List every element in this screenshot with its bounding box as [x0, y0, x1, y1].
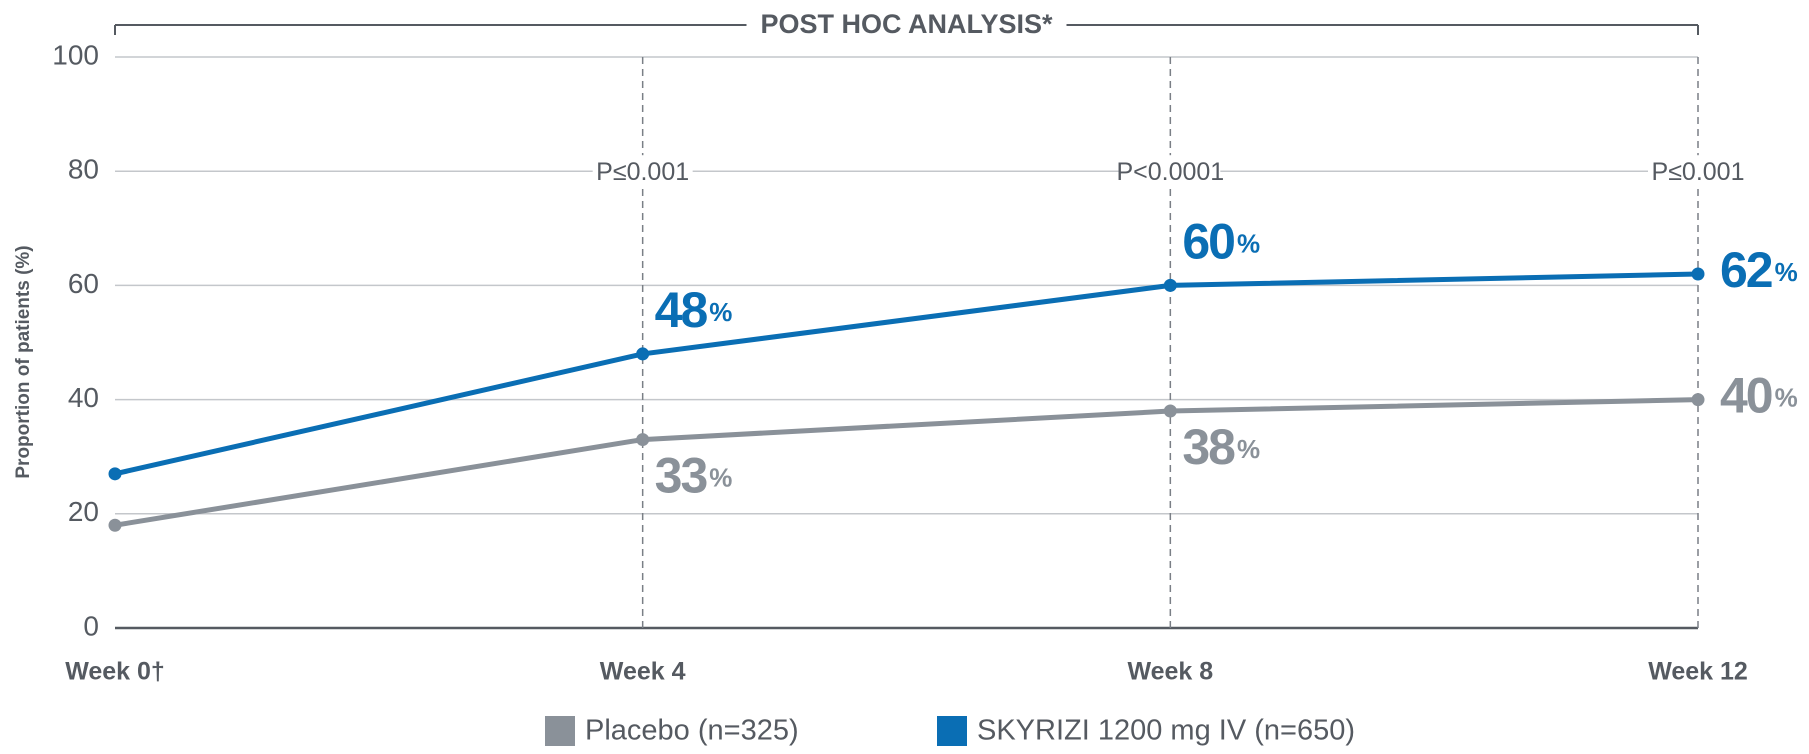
point	[1691, 393, 1705, 407]
p-value: P≤0.001	[596, 158, 689, 186]
annotation-bg	[1648, 155, 1748, 188]
point	[1163, 404, 1177, 418]
x-tick-label: Week 12	[1648, 658, 1748, 686]
x-tick-label: Week 4	[600, 658, 686, 686]
x-tick-label: Week 8	[1127, 658, 1213, 686]
y-tick-label: 60	[68, 268, 99, 299]
annotation-bg	[1120, 155, 1221, 188]
point	[636, 433, 650, 447]
y-tick-label: 80	[68, 154, 99, 185]
p-value: P<0.0001	[1116, 158, 1224, 186]
legend-swatch	[545, 716, 575, 746]
y-tick-label: 100	[52, 39, 99, 70]
header: POST HOC ANALYSIS*	[760, 9, 1053, 39]
legend-label: SKYRIZI 1200 mg IV (n=650)	[977, 715, 1355, 747]
point	[108, 467, 122, 481]
value-label: 48%	[655, 282, 733, 338]
annotation-bg	[592, 155, 693, 188]
p-value: P≤0.001	[1652, 158, 1745, 186]
y-tick-label: 20	[68, 496, 99, 527]
y-tick-label: 0	[83, 610, 99, 641]
value-label: 38%	[1182, 419, 1260, 475]
point	[1691, 267, 1705, 281]
y-tick-label: 40	[68, 382, 99, 413]
y-axis-label: Proportion of patients (%)	[13, 245, 34, 478]
legend-swatch	[937, 716, 967, 746]
line	[114, 397, 1699, 528]
legend-label: Placebo (n=325)	[585, 715, 799, 747]
value-label: 40%	[1720, 368, 1798, 424]
x-tick-label: Week 0†	[65, 658, 165, 686]
point	[1163, 278, 1177, 292]
line	[114, 271, 1699, 477]
point	[636, 347, 650, 361]
header-bg	[746, 10, 1067, 40]
value-label: 62%	[1720, 242, 1798, 298]
point	[108, 518, 122, 532]
value-label: 33%	[655, 448, 733, 504]
value-label: 60%	[1182, 214, 1260, 270]
